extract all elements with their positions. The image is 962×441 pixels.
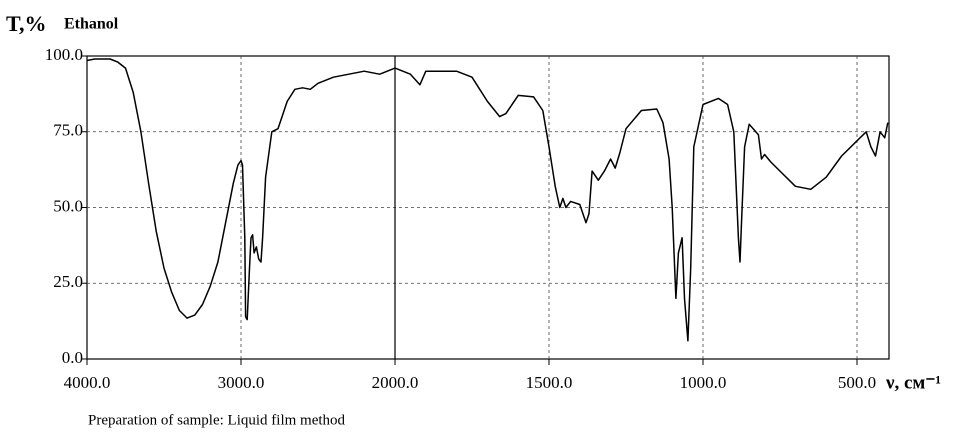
chart-title: Ethanol xyxy=(64,16,119,33)
y-axis-label: T,% xyxy=(6,11,47,36)
note: Preparation of sample: Liquid film metho… xyxy=(88,412,346,428)
y-tick-label: 0.0 xyxy=(62,348,83,367)
x-tick-label: 4000.0 xyxy=(64,373,111,392)
x-tick-label: 1000.0 xyxy=(680,373,727,392)
y-tick-label: 100.0 xyxy=(45,45,83,64)
x-tick-label: 500.0 xyxy=(838,373,876,392)
y-tick-label: 25.0 xyxy=(53,272,83,291)
x-tick-label: 2000.0 xyxy=(372,373,419,392)
x-axis-label: ν, см⁻¹ xyxy=(885,372,941,393)
spectrum-line xyxy=(86,58,889,342)
x-tick-label: 1500.0 xyxy=(526,373,573,392)
x-tick-label: 3000.0 xyxy=(218,373,265,392)
y-tick-label: 75.0 xyxy=(53,121,83,140)
y-tick-label: 50.0 xyxy=(53,196,83,215)
